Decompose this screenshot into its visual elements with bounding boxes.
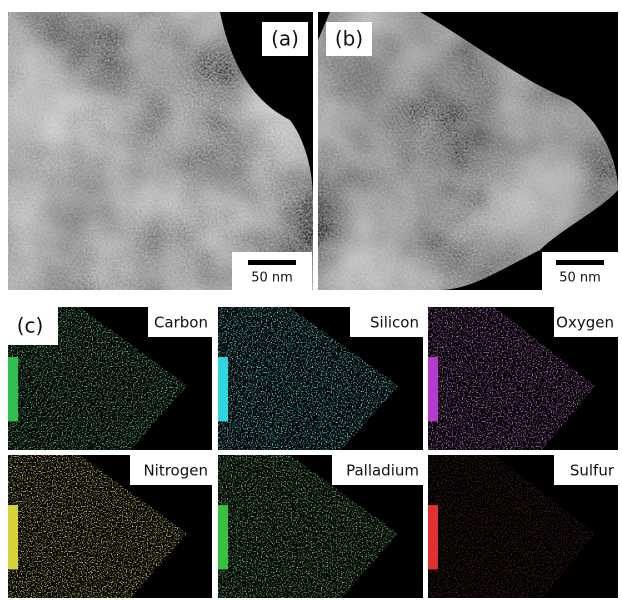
element-label: Silicon (370, 314, 419, 332)
element-label: Oxygen (556, 314, 614, 332)
label-box (350, 307, 423, 337)
panel-label: (a) (271, 27, 299, 51)
element-label: Nitrogen (143, 462, 208, 480)
scale-text: 50 nm (559, 271, 601, 286)
label-box (8, 307, 58, 345)
color-bar (218, 505, 228, 570)
color-bar (218, 357, 228, 422)
label-box (262, 22, 308, 56)
color-bar (428, 357, 438, 422)
element-label: Sulfur (570, 462, 615, 480)
panel-label: (c) (17, 314, 44, 338)
scale-bar (248, 260, 296, 265)
label-box (148, 307, 212, 337)
label-box (326, 22, 372, 56)
color-bar (8, 505, 18, 570)
label-box (130, 455, 212, 485)
color-bar (428, 505, 438, 570)
panel-label: (b) (335, 27, 363, 51)
color-bar (8, 357, 18, 422)
element-label: Carbon (154, 314, 208, 332)
element-maps: Carbon Silicon Oxygen Nitrogen Palladium Sulf… (8, 307, 618, 598)
label-box (332, 455, 423, 485)
scale-bar (556, 260, 604, 265)
label-box (554, 455, 618, 485)
scale-text: 50 nm (251, 271, 293, 286)
scale-box (542, 252, 618, 290)
element-label: Palladium (346, 462, 419, 480)
scale-box (232, 252, 312, 290)
label-box (554, 307, 618, 337)
